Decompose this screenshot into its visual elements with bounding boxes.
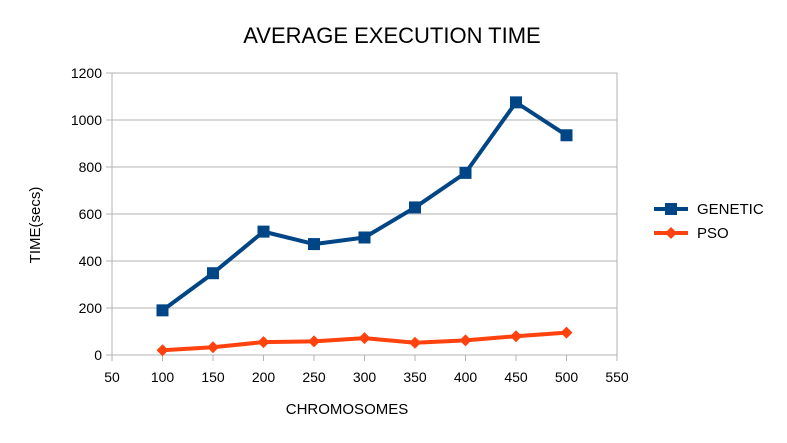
data-point-pso-2	[257, 336, 270, 349]
legend-label-genetic: GENETIC	[697, 201, 764, 218]
y-tick-label-1: 200	[79, 300, 103, 316]
data-point-genetic-5	[409, 201, 421, 214]
legend-marker-pso	[665, 227, 677, 239]
chart-title: AVERAGE EXECUTION TIME	[243, 23, 540, 48]
legend: GENETIC PSO	[654, 201, 764, 242]
data-point-genetic-8	[560, 129, 573, 142]
data-point-pso-8	[560, 326, 573, 339]
data-point-pso-4	[358, 332, 371, 345]
data-point-genetic-7	[510, 96, 522, 109]
x-axis-label: CHROMOSOMES	[286, 401, 409, 418]
y-tick-label-2: 400	[79, 253, 103, 269]
data-point-genetic-1	[207, 267, 219, 280]
data-point-pso-5	[409, 336, 421, 349]
y-tick-label-3: 600	[79, 206, 103, 222]
data-point-pso-3	[308, 335, 320, 348]
data-point-pso-7	[510, 330, 522, 343]
x-tick-label-6: 350	[403, 369, 427, 385]
data-point-genetic-2	[257, 225, 270, 238]
data-point-genetic-6	[459, 166, 472, 179]
x-tick-label-0: 50	[104, 369, 120, 385]
data-point-pso-6	[459, 334, 472, 347]
x-tick-label-8: 450	[504, 369, 528, 385]
legend-marker-genetic	[665, 203, 677, 215]
x-axis-ticks: 50 100 150 200 250 300 350 400 450 500 550	[104, 355, 629, 385]
y-axis-label: TIME(secs)	[27, 187, 44, 264]
data-point-genetic-4	[358, 231, 371, 244]
data-point-genetic-3	[308, 238, 320, 251]
data-point-pso-1	[207, 341, 219, 354]
x-tick-label-5: 300	[353, 369, 377, 385]
x-tick-label-2: 150	[201, 369, 225, 385]
x-tick-label-7: 400	[454, 369, 478, 385]
y-tick-label-5: 1000	[71, 112, 102, 128]
data-point-genetic-0	[156, 304, 169, 317]
series-group	[156, 96, 573, 357]
y-tick-label-0: 0	[94, 347, 102, 363]
x-tick-label-4: 250	[302, 369, 326, 385]
y-axis-ticks: 0 200 400 600 800 1000 1200	[71, 65, 112, 363]
y-tick-label-6: 1200	[71, 65, 102, 81]
x-tick-label-3: 200	[252, 369, 276, 385]
data-point-pso-0	[156, 344, 169, 357]
x-tick-label-10: 550	[605, 369, 629, 385]
x-tick-label-9: 500	[555, 369, 579, 385]
x-tick-label-1: 100	[151, 369, 175, 385]
legend-label-pso: PSO	[697, 225, 729, 242]
y-tick-label-4: 800	[79, 159, 103, 175]
